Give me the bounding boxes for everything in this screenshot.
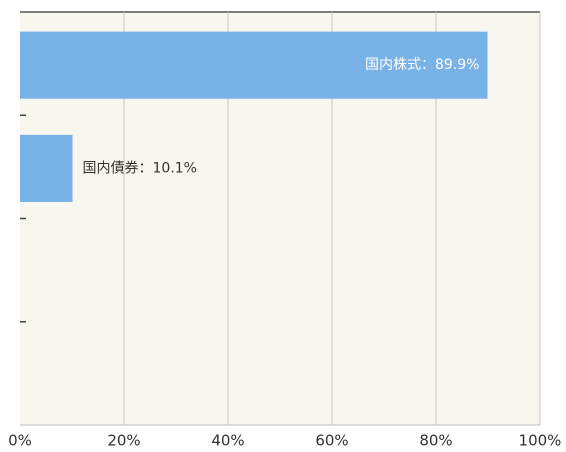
x-tick-label: 0% — [8, 432, 32, 450]
bar — [20, 134, 73, 202]
x-tick-label: 60% — [315, 432, 348, 450]
x-tick-label: 40% — [211, 432, 244, 450]
x-tick-label: 80% — [419, 432, 452, 450]
data-label: 国内株式：89.9% — [365, 57, 479, 73]
x-tick-label: 20% — [107, 432, 140, 450]
bar — [20, 31, 488, 99]
data-label: 国内債券：10.1% — [83, 160, 197, 176]
x-tick-label: 100% — [519, 432, 562, 450]
